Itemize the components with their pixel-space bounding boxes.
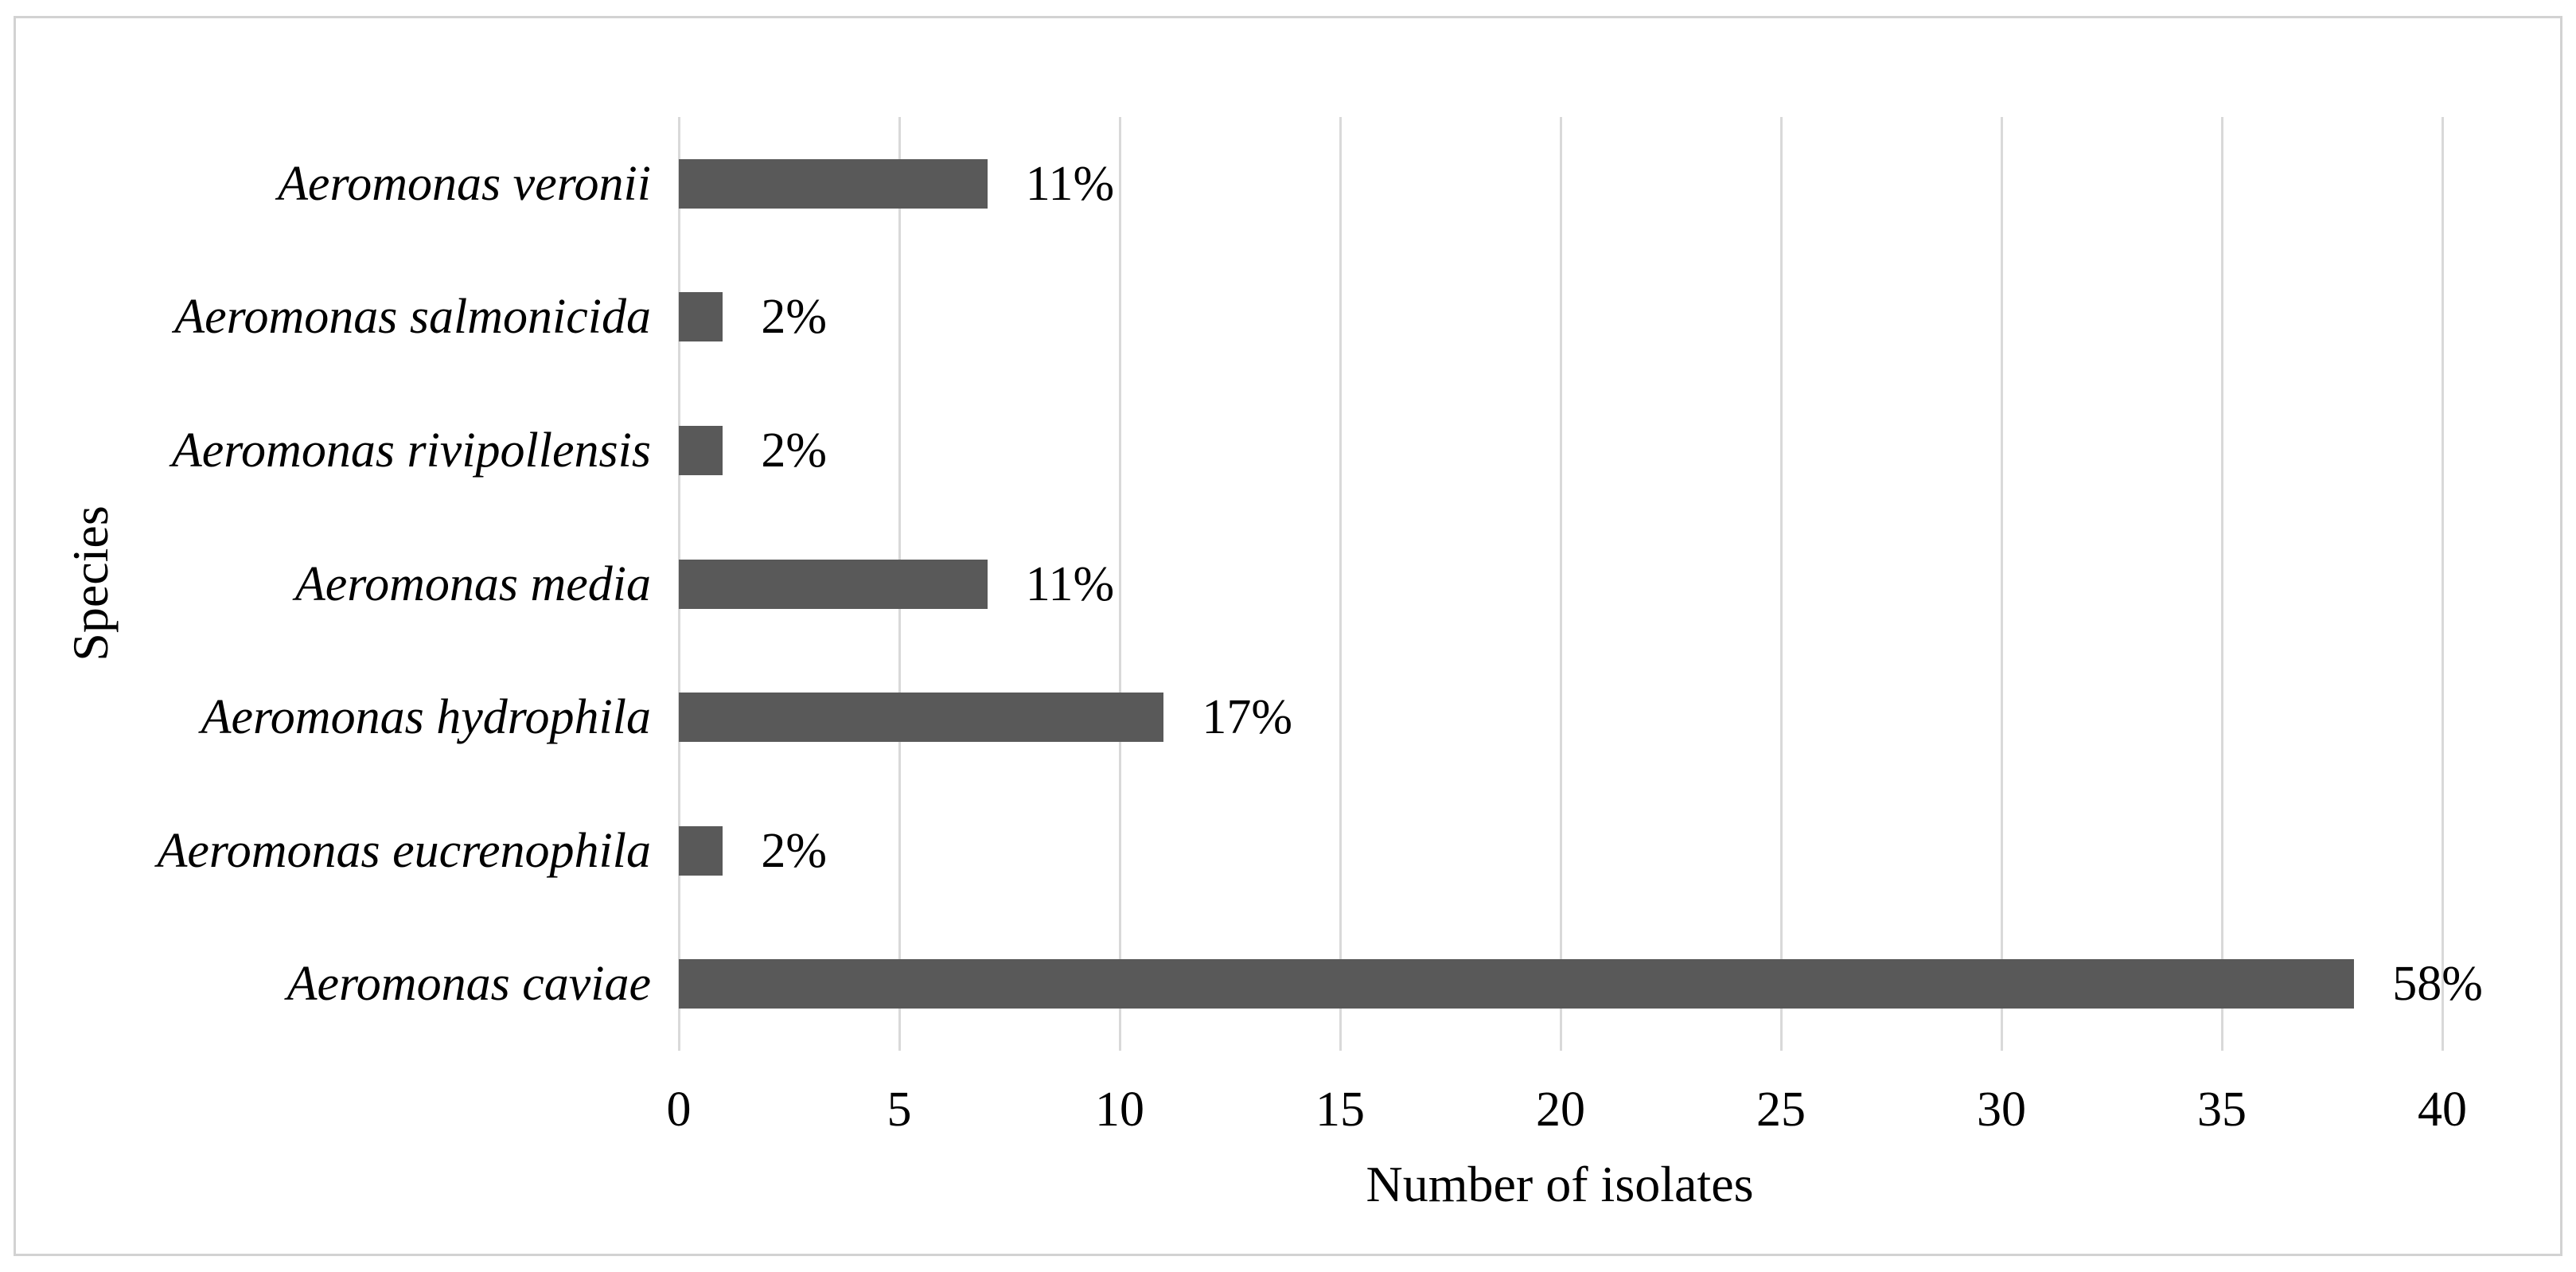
bar-value-label: 2% (761, 823, 828, 878)
bar (679, 825, 723, 876)
category-label: Aeromonas hydrophila (201, 690, 651, 745)
gridline (2000, 117, 2003, 1051)
bar-value-label: 58% (2392, 957, 2483, 1012)
x-axis-title: Number of isolates (1366, 1156, 1754, 1212)
bar (679, 158, 988, 209)
x-tick-label: 40 (2418, 1083, 2467, 1137)
bar (679, 959, 2355, 1009)
gridline (1559, 117, 1562, 1051)
x-tick-label: 5 (887, 1083, 912, 1137)
gridline (2441, 117, 2444, 1051)
x-tick-label: 20 (1536, 1083, 1585, 1137)
gridline (1779, 117, 1783, 1051)
category-label: Aeromonas eucrenophila (157, 823, 651, 878)
category-label: Aeromonas media (294, 556, 651, 611)
bar (679, 425, 723, 475)
x-tick-label: 10 (1095, 1083, 1144, 1137)
bar (679, 292, 723, 342)
gridline (1339, 117, 1342, 1051)
bar-value-label: 11% (1025, 156, 1115, 211)
x-tick-label: 35 (2197, 1083, 2247, 1137)
x-tick-label: 25 (1756, 1083, 1806, 1137)
bar-value-label: 2% (761, 290, 828, 345)
bar (679, 693, 1164, 743)
category-label: Aeromonas caviae (286, 957, 651, 1012)
x-tick-label: 0 (666, 1083, 692, 1137)
bar-value-label: 11% (1025, 556, 1115, 611)
gridline (2220, 117, 2223, 1051)
x-tick-label: 30 (1977, 1083, 2026, 1137)
category-label: Aeromonas rivipollensis (171, 423, 651, 478)
bar (679, 559, 988, 609)
category-label: Aeromonas salmonicida (174, 290, 651, 345)
gridline (1118, 117, 1121, 1051)
y-axis-title: Species (62, 505, 119, 661)
category-label: Aeromonas veronii (278, 156, 651, 211)
x-tick-label: 15 (1315, 1083, 1365, 1137)
figure-border (14, 16, 2562, 1256)
bar-value-label: 2% (761, 423, 828, 478)
bar-value-label: 17% (1202, 690, 1293, 745)
